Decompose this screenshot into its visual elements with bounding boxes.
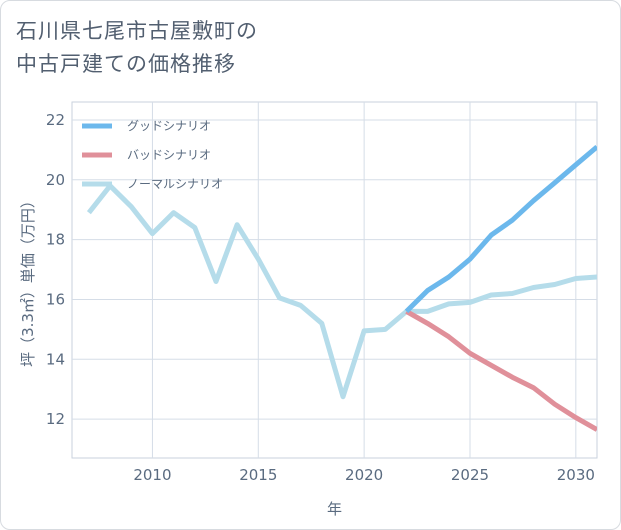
y-tick-label: 20 bbox=[46, 171, 65, 189]
x-tick-label: 2020 bbox=[345, 466, 383, 484]
x-tick-label: 2030 bbox=[557, 466, 595, 484]
series-line-good bbox=[404, 144, 597, 314]
series-line-bad bbox=[405, 309, 597, 432]
y-tick-label: 14 bbox=[46, 350, 65, 368]
x-tick-label: 2010 bbox=[133, 466, 171, 484]
series-line-normal bbox=[86, 183, 597, 400]
legend-item: バッドシナリオ bbox=[82, 148, 211, 162]
title-line-1: 石川県七尾市古屋敷町の bbox=[16, 19, 258, 43]
plot-frame bbox=[71, 101, 598, 459]
y-tick-label: 22 bbox=[46, 111, 65, 129]
series-layer bbox=[86, 144, 597, 432]
y-tick-label: 16 bbox=[46, 290, 65, 308]
x-axis-title: 年 bbox=[327, 500, 342, 518]
legend-item: グッドシナリオ bbox=[82, 119, 211, 133]
page-title: 石川県七尾市古屋敷町の 中古戸建ての価格推移 bbox=[16, 15, 436, 81]
legend-label: ノーマルシナリオ bbox=[127, 177, 223, 191]
y-axis-title: 坪（3.3㎡）単価（万円） bbox=[19, 193, 37, 367]
title-line-2: 中古戸建ての価格推移 bbox=[16, 52, 236, 76]
legend-label: グッドシナリオ bbox=[127, 119, 211, 133]
x-tick-label: 2015 bbox=[239, 466, 277, 484]
legend-label: バッドシナリオ bbox=[127, 148, 211, 162]
legend-item: ノーマルシナリオ bbox=[82, 177, 223, 191]
axes: 2010 2015 2020 2025 2030 12 14 16 18 20 22 年 坪（3.3㎡）… bbox=[19, 111, 595, 518]
x-tick-label: 2025 bbox=[451, 466, 489, 484]
y-tick-label: 18 bbox=[46, 231, 65, 249]
y-tick-label: 12 bbox=[46, 410, 65, 428]
